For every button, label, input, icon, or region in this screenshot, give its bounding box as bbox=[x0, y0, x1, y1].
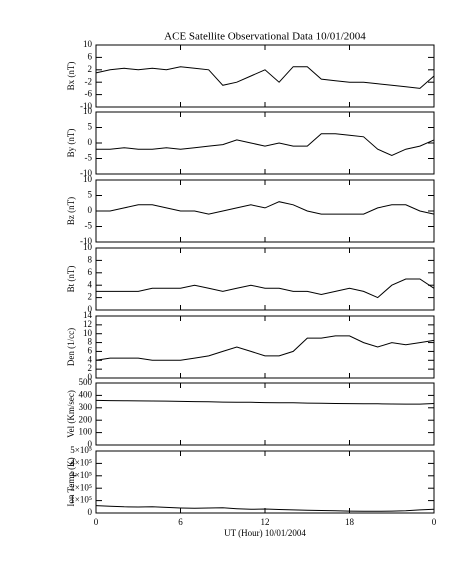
y-axis-label: Den (1/cc) bbox=[66, 328, 76, 366]
y-tick-label: 200 bbox=[79, 414, 93, 424]
data-line bbox=[96, 278, 435, 299]
y-tick-label: -2 bbox=[85, 76, 93, 86]
y-tick-label: 1×10⁵ bbox=[70, 495, 92, 505]
y-tick-label: 5×10⁵ bbox=[70, 445, 92, 455]
data-line bbox=[96, 201, 435, 215]
y-tick-label: 300 bbox=[79, 402, 93, 412]
y-tick-label: 5 bbox=[88, 122, 93, 132]
y-axis-label: Bz (nT) bbox=[66, 197, 76, 225]
y-tick-label: 2 bbox=[88, 363, 93, 373]
y-tick-label: 6 bbox=[88, 51, 93, 61]
y-tick-label: -10 bbox=[80, 168, 92, 178]
x-tick-label: 0 bbox=[94, 517, 99, 527]
panel-frame bbox=[95, 44, 435, 108]
data-line bbox=[95, 335, 435, 361]
y-tick-label: 10 bbox=[83, 328, 93, 338]
y-tick-label: 8 bbox=[88, 337, 93, 347]
panel-frame bbox=[95, 111, 435, 175]
chart-title: ACE Satellite Observational Data 10/01/2… bbox=[164, 31, 366, 43]
x-tick-label: 6 bbox=[178, 517, 183, 527]
y-tick-label: 10 bbox=[83, 106, 93, 116]
y-axis-label: Ion Temp (K) bbox=[66, 457, 76, 506]
panel-frame bbox=[95, 450, 435, 514]
y-tick-label: 500 bbox=[79, 377, 93, 387]
panel-frame bbox=[95, 247, 435, 311]
x-tick-label: 12 bbox=[261, 517, 270, 527]
y-tick-label: 10 bbox=[83, 39, 93, 49]
panel-frame bbox=[95, 315, 435, 379]
data-line bbox=[95, 66, 435, 89]
y-tick-label: 12 bbox=[83, 319, 92, 329]
x-tick-label: 18 bbox=[345, 517, 355, 527]
panel-frame bbox=[95, 382, 435, 446]
y-tick-label: 0 bbox=[88, 137, 93, 147]
data-line bbox=[96, 133, 435, 156]
y-tick-label: 4×10⁵ bbox=[70, 457, 92, 467]
y-tick-label: 0 bbox=[88, 205, 93, 215]
y-tick-label: 400 bbox=[79, 389, 93, 399]
y-axis-label: Vel (Km/sec) bbox=[66, 390, 76, 438]
y-axis-label: By (nT) bbox=[66, 129, 76, 158]
y-tick-label: 4 bbox=[88, 354, 93, 364]
y-tick-label: 5 bbox=[88, 190, 93, 200]
y-tick-label: 0 bbox=[88, 439, 93, 449]
y-axis-label: Bt (nT) bbox=[66, 266, 76, 293]
y-tick-label: -6 bbox=[85, 89, 93, 99]
y-tick-label: 4 bbox=[88, 279, 93, 289]
y-tick-label: 2 bbox=[88, 292, 93, 302]
y-tick-label: 0 bbox=[88, 507, 93, 517]
data-line bbox=[95, 505, 435, 512]
y-tick-label: -5 bbox=[85, 221, 93, 231]
y-tick-label: 0 bbox=[88, 304, 93, 314]
y-tick-label: 2 bbox=[88, 64, 93, 74]
y-tick-label: 100 bbox=[79, 427, 93, 437]
panel-frame bbox=[95, 179, 435, 243]
y-tick-label: -5 bbox=[85, 153, 93, 163]
y-tick-label: -10 bbox=[80, 236, 92, 246]
y-tick-label: 2×10⁵ bbox=[70, 482, 92, 492]
data-line bbox=[95, 399, 435, 405]
y-tick-label: 14 bbox=[83, 310, 93, 320]
x-tick-label: 0 bbox=[432, 517, 437, 527]
y-tick-label: 10 bbox=[83, 174, 93, 184]
y-axis-label: Bx (nT) bbox=[66, 62, 76, 91]
y-tick-label: 8 bbox=[88, 254, 93, 264]
y-tick-label: 0 bbox=[88, 372, 93, 382]
x-axis-label: UT (Hour) 10/01/2004 bbox=[224, 528, 306, 538]
y-tick-label: 6 bbox=[88, 267, 93, 277]
y-tick-label: 10 bbox=[83, 242, 93, 252]
y-tick-label: -10 bbox=[80, 101, 92, 111]
y-tick-label: 6 bbox=[88, 345, 93, 355]
y-tick-label: 3×10⁵ bbox=[70, 470, 92, 480]
